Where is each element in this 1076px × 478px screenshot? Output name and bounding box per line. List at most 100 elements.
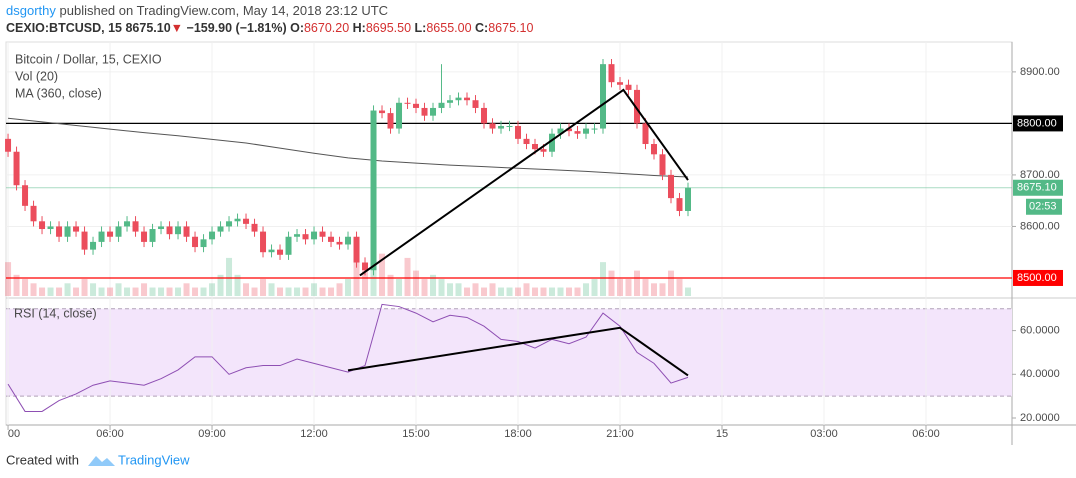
change: −159.90 (−1.81%) [186,21,287,35]
footer-created: Created with [6,452,79,467]
y-tick-label: 60.0000 [1020,325,1060,337]
volume-bar [549,287,556,296]
candle-body [294,234,301,237]
y-tick-label: 8600.00 [1020,220,1060,232]
y-tick-label: 8700.00 [1020,169,1060,181]
candle-body [684,187,691,211]
volume-bar [659,283,666,296]
x-tick-label: 15:00 [402,428,430,440]
publish-line: dsgorthy published on TradingView.com, M… [6,3,388,18]
x-tick-label: 15 [716,428,728,440]
candle-body [302,234,309,240]
candle-body [98,231,105,242]
candle-body [217,226,224,232]
volume-bar [294,287,301,296]
candle-body [464,97,471,101]
level-label: 8500.00 [1017,272,1057,284]
footer-brand[interactable]: TradingView [118,452,190,467]
volume-bar [98,287,105,296]
volume-bar [13,274,20,296]
candle-body [30,205,37,222]
volume-bar [192,287,199,296]
candle-body [243,218,250,224]
candle-body [22,185,29,206]
author[interactable]: dsgorthy [6,3,56,18]
y-tick-label: 40.0000 [1020,368,1060,380]
volume-bar [56,287,63,296]
volume-bar [447,283,454,296]
volume-bar [5,262,12,296]
last-price-box [1013,179,1063,196]
volume-bar [413,270,420,296]
candle-body [328,236,335,242]
volume-bar [30,283,37,296]
candle-body [158,226,165,230]
volume-bar [226,257,233,296]
volume-bar [481,287,488,296]
logo [88,456,115,466]
volume-bar [64,283,71,296]
candle-body [668,174,675,199]
candle-body [234,218,241,222]
candle-body [39,221,46,230]
candle-body [268,249,275,253]
candle-body [260,231,267,253]
symbol: CEXIO:BTCUSD, 15 [6,21,122,35]
countdown-label: 02:53 [1029,201,1057,213]
volume-bar [438,279,445,296]
level-label: 8800.00 [1017,117,1057,129]
volume-bar [455,283,462,296]
volume-bar [608,270,615,296]
x-tick-label: 00 [8,428,20,440]
candle-body [617,82,624,85]
candle-body [430,107,437,116]
x-tick-label: 03:00 [810,428,838,440]
candle-body [370,110,377,271]
legend-entry: MA (360, close) [15,86,102,100]
candle-body [387,113,394,129]
candle-body [413,103,420,108]
volume-bar [574,287,581,296]
volume-bar [166,287,173,296]
candle-body [73,226,80,232]
volume-bar [625,279,632,296]
volume-bar [472,283,479,296]
candle-body [56,226,63,237]
volume-bar [617,279,624,296]
candle-body [515,125,522,139]
candle-body [124,221,131,227]
rsi-band [6,308,1012,397]
volume-bar [302,287,309,296]
volume-bar [676,279,683,296]
candle-body [472,100,479,108]
volume-bar [506,287,513,296]
candle-body [141,231,148,242]
candle-body [421,107,428,116]
candle-body [311,231,318,240]
trendline [359,88,689,277]
volume-bar [217,274,224,296]
volume-bar [651,283,658,296]
candle-body [353,236,360,263]
volume-bar [311,283,318,296]
volume-bar [353,257,360,296]
countdown-box [1026,198,1062,215]
volume-bar [523,283,530,296]
volume-bar [124,287,131,296]
candle-body [574,131,581,134]
volume-bar [209,283,216,296]
candle-body [336,241,343,245]
candle-body [659,154,666,175]
volume-bar [183,283,190,296]
volume-bar [396,279,403,296]
l-label: L: [414,21,427,35]
candle-body [64,226,71,237]
volume-bar [141,283,148,296]
price: 8675.10 [125,21,171,35]
x-tick-label: 18:00 [504,428,532,440]
high: 8695.50 [365,21,412,35]
candle-body [183,226,190,237]
candle-body [192,236,199,248]
x-tick-label: 09:00 [198,428,226,440]
